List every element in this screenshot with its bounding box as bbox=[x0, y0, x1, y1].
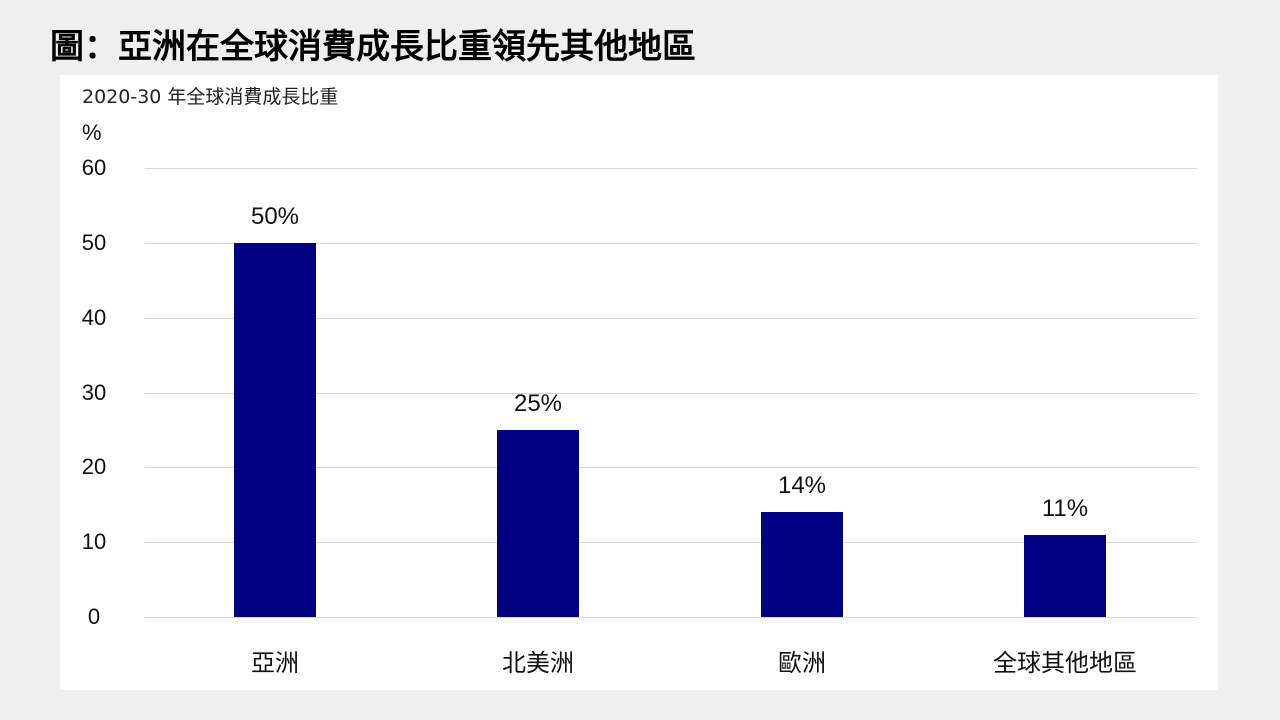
x-category-label: 北美洲 bbox=[502, 649, 574, 677]
gridline bbox=[145, 168, 1197, 169]
gridline bbox=[145, 542, 1197, 544]
chart-title: 圖：亞洲在全球消費成長比重領先其他地區 bbox=[50, 27, 696, 67]
bar bbox=[1024, 534, 1106, 617]
bar-value-label: 25% bbox=[513, 389, 563, 417]
x-category-label: 全球其他地區 bbox=[993, 649, 1137, 677]
bar bbox=[497, 429, 579, 617]
y-axis-unit: % bbox=[82, 120, 102, 145]
bar-value-label: 14% bbox=[777, 472, 827, 500]
chart-subtitle: 2020-30 年全球消費成長比重 bbox=[82, 86, 339, 108]
y-tick-label: 10 bbox=[81, 529, 107, 555]
y-tick-label: 30 bbox=[81, 379, 107, 405]
bar bbox=[761, 512, 843, 617]
gridline bbox=[145, 467, 1197, 469]
x-category-label: 歐洲 bbox=[778, 649, 826, 677]
bar-value-label: 50% bbox=[250, 202, 300, 230]
y-tick-label: 0 bbox=[87, 604, 101, 629]
y-tick-label: 50 bbox=[81, 229, 107, 255]
y-tick-label: 60 bbox=[81, 155, 107, 180]
bar-value-label: 11% bbox=[1041, 494, 1089, 522]
y-tick-label: 40 bbox=[81, 304, 107, 330]
gridline bbox=[145, 317, 1197, 319]
gridline bbox=[145, 392, 1197, 394]
x-category-label: 亞洲 bbox=[251, 649, 299, 677]
gridline bbox=[145, 617, 1197, 618]
gridline bbox=[145, 242, 1197, 244]
y-tick-label: 20 bbox=[81, 454, 107, 480]
bar bbox=[234, 242, 316, 617]
